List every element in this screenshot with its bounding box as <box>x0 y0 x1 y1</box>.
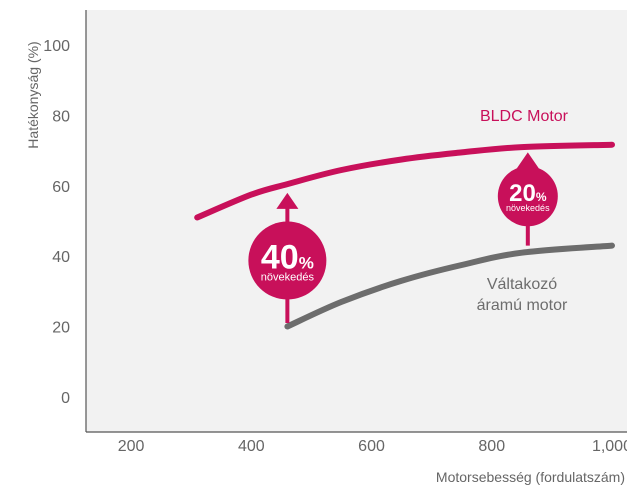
series-line-0 <box>194 141 615 221</box>
y-tick-labels: 0 20 40 60 80 100 <box>43 38 70 407</box>
x-tick-label: 800 <box>478 438 505 455</box>
increase-circle <box>497 166 558 227</box>
series-label-0: BLDC Motor <box>480 108 569 125</box>
y-tick-label: 40 <box>52 249 70 266</box>
y-tick-label: 0 <box>61 390 70 407</box>
increase-badge-0: 40%növekedés <box>248 192 327 323</box>
y-axis-title: Hatékonyság (%) <box>25 41 41 148</box>
y-tick-label: 20 <box>52 320 70 337</box>
x-tick-label: 1,000 <box>592 438 627 455</box>
x-tick-label: 600 <box>358 438 385 455</box>
increase-circle <box>248 221 327 300</box>
x-tick-label: 400 <box>238 438 265 455</box>
increase-badge-1: 20%növekedés <box>497 152 558 246</box>
x-tick-labels: 200 400 600 800 1,000 <box>118 438 627 455</box>
series-layer: BLDC Motor Váltakozó áramú motor <box>194 108 615 330</box>
increase-value: 20% <box>509 180 547 207</box>
plot-area <box>86 10 627 432</box>
increase-caption: növekedés <box>506 203 550 213</box>
increase-caption: növekedés <box>261 272 315 284</box>
increase-arrow-head <box>276 192 299 209</box>
x-tick-label: 200 <box>118 438 145 455</box>
series-line-1 <box>284 242 615 330</box>
x-axis-title: Motorsebesség (fordulatszám) <box>436 469 625 485</box>
increase-value: 40% <box>261 239 314 277</box>
increase-arrow-head <box>516 152 539 169</box>
y-tick-label: 100 <box>43 38 70 55</box>
y-tick-label: 80 <box>52 109 70 126</box>
series-label-1: Váltakozó áramú motor <box>477 276 568 314</box>
y-tick-label: 60 <box>52 179 70 196</box>
